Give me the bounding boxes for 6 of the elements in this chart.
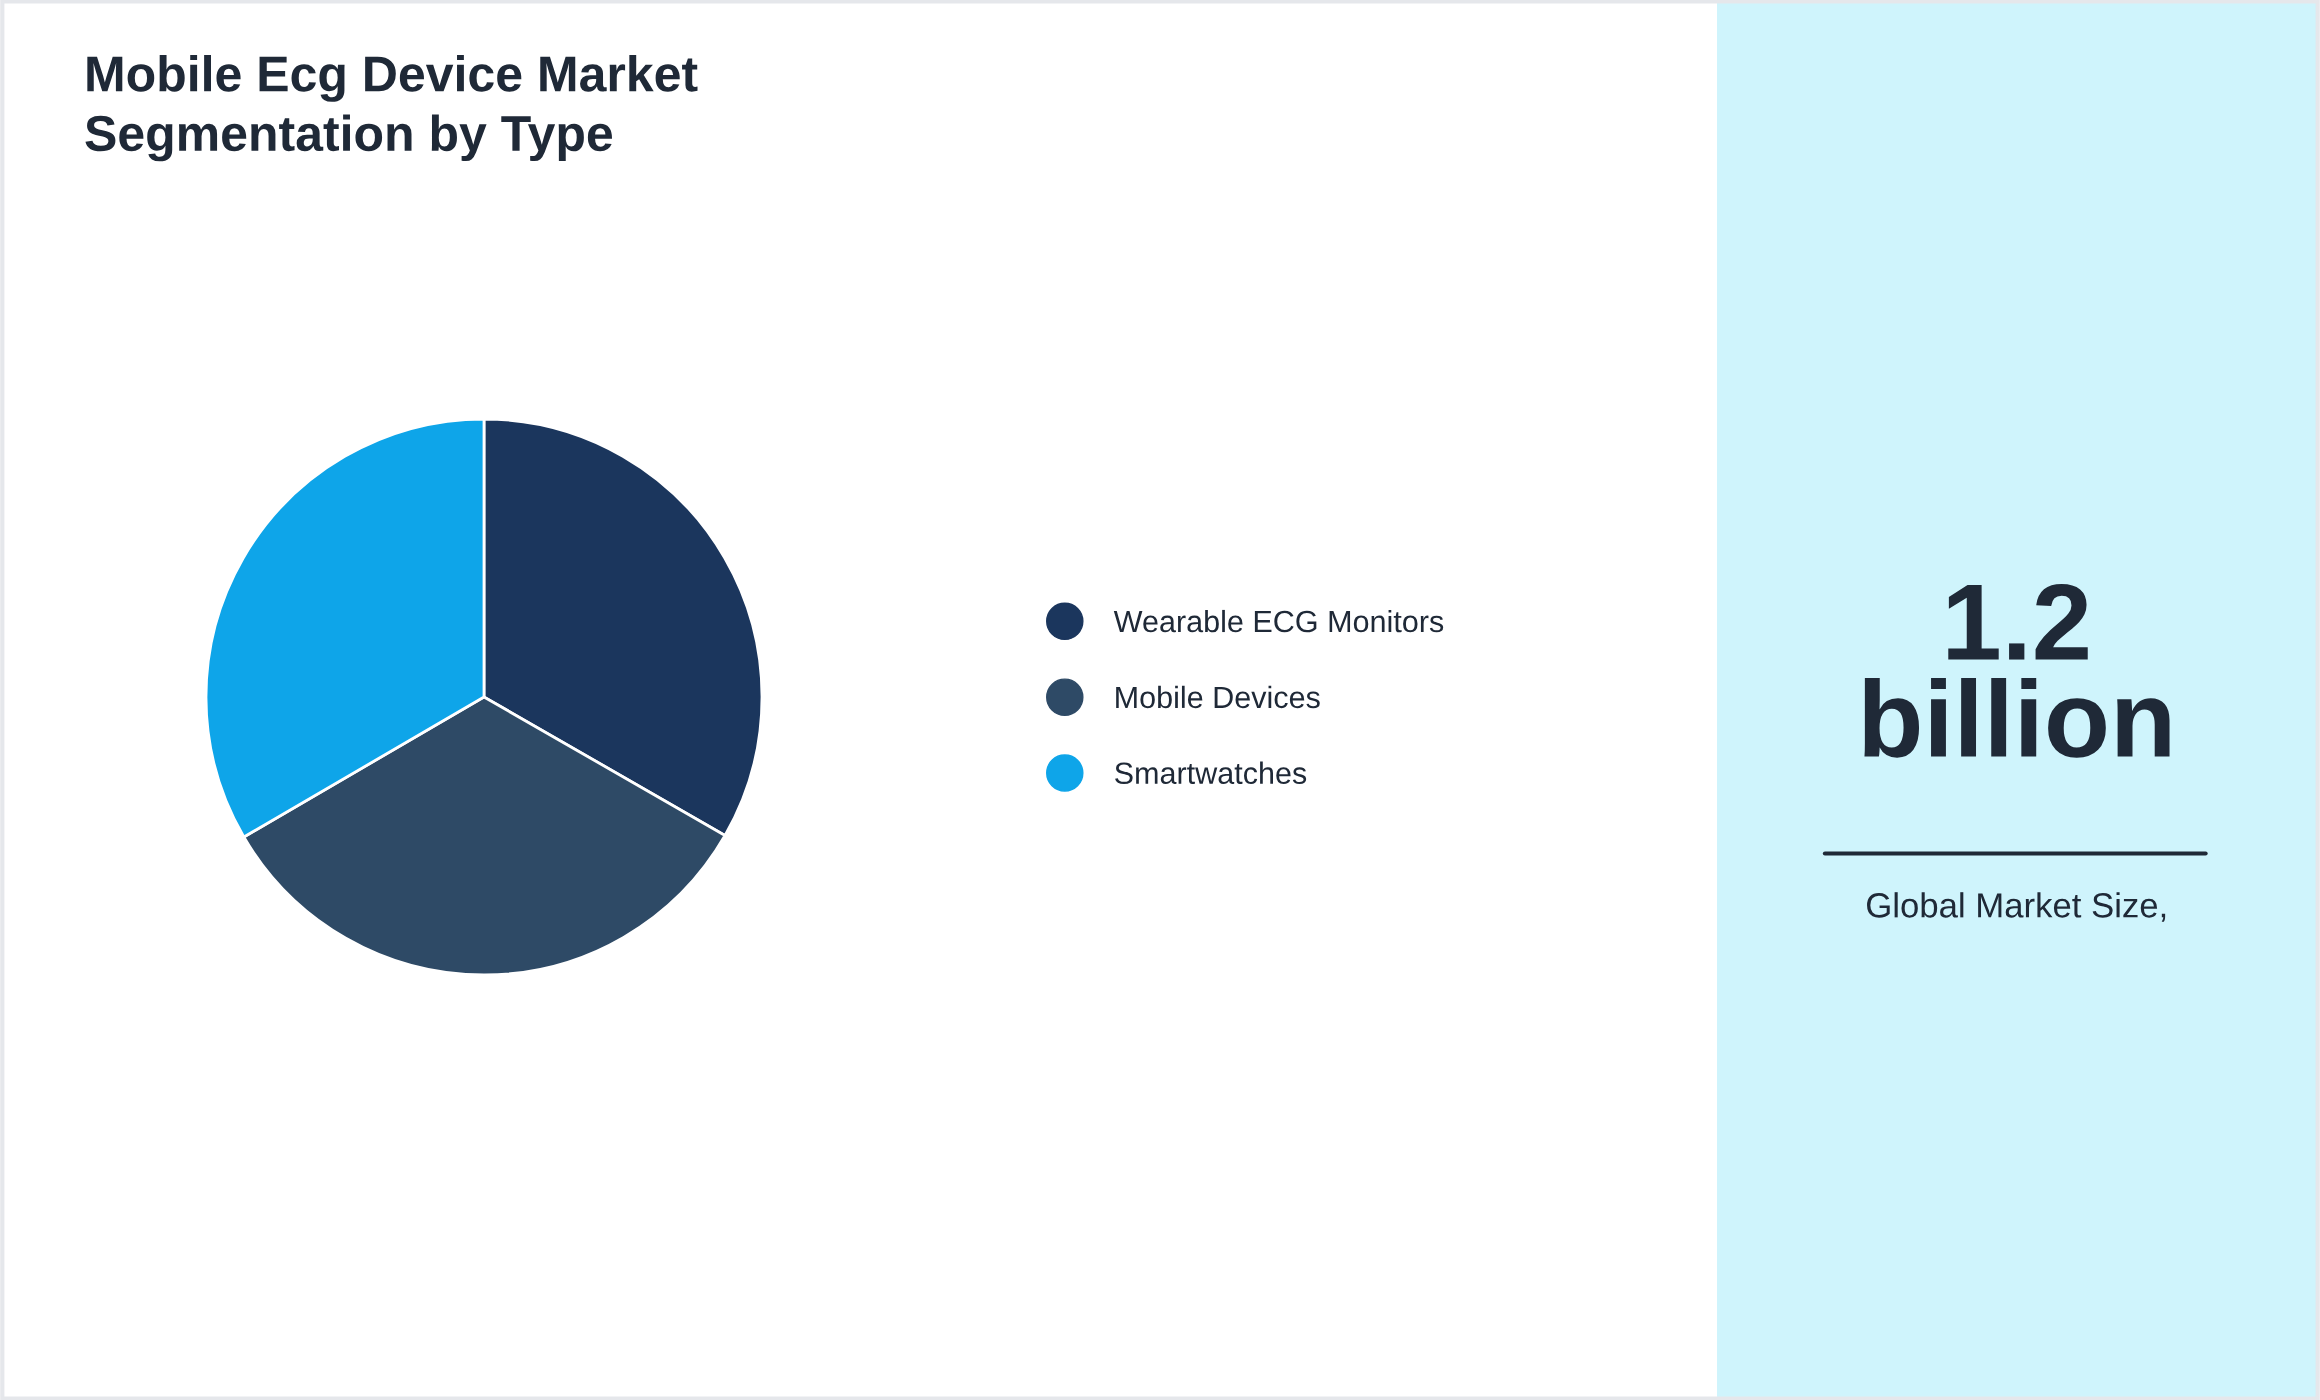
legend-label: Mobile Devices [1116, 685, 1320, 709]
legend-label: Wearable ECG Monitors [1113, 609, 1444, 633]
text: 1.2 billion [1864, 583, 2170, 758]
chart-title: Mobile Ecg Device Market Segmentation by Type [85, 55, 698, 162]
text: Global Market Size, [1867, 892, 2166, 922]
legend-label: Smartwatches [1115, 761, 1307, 785]
